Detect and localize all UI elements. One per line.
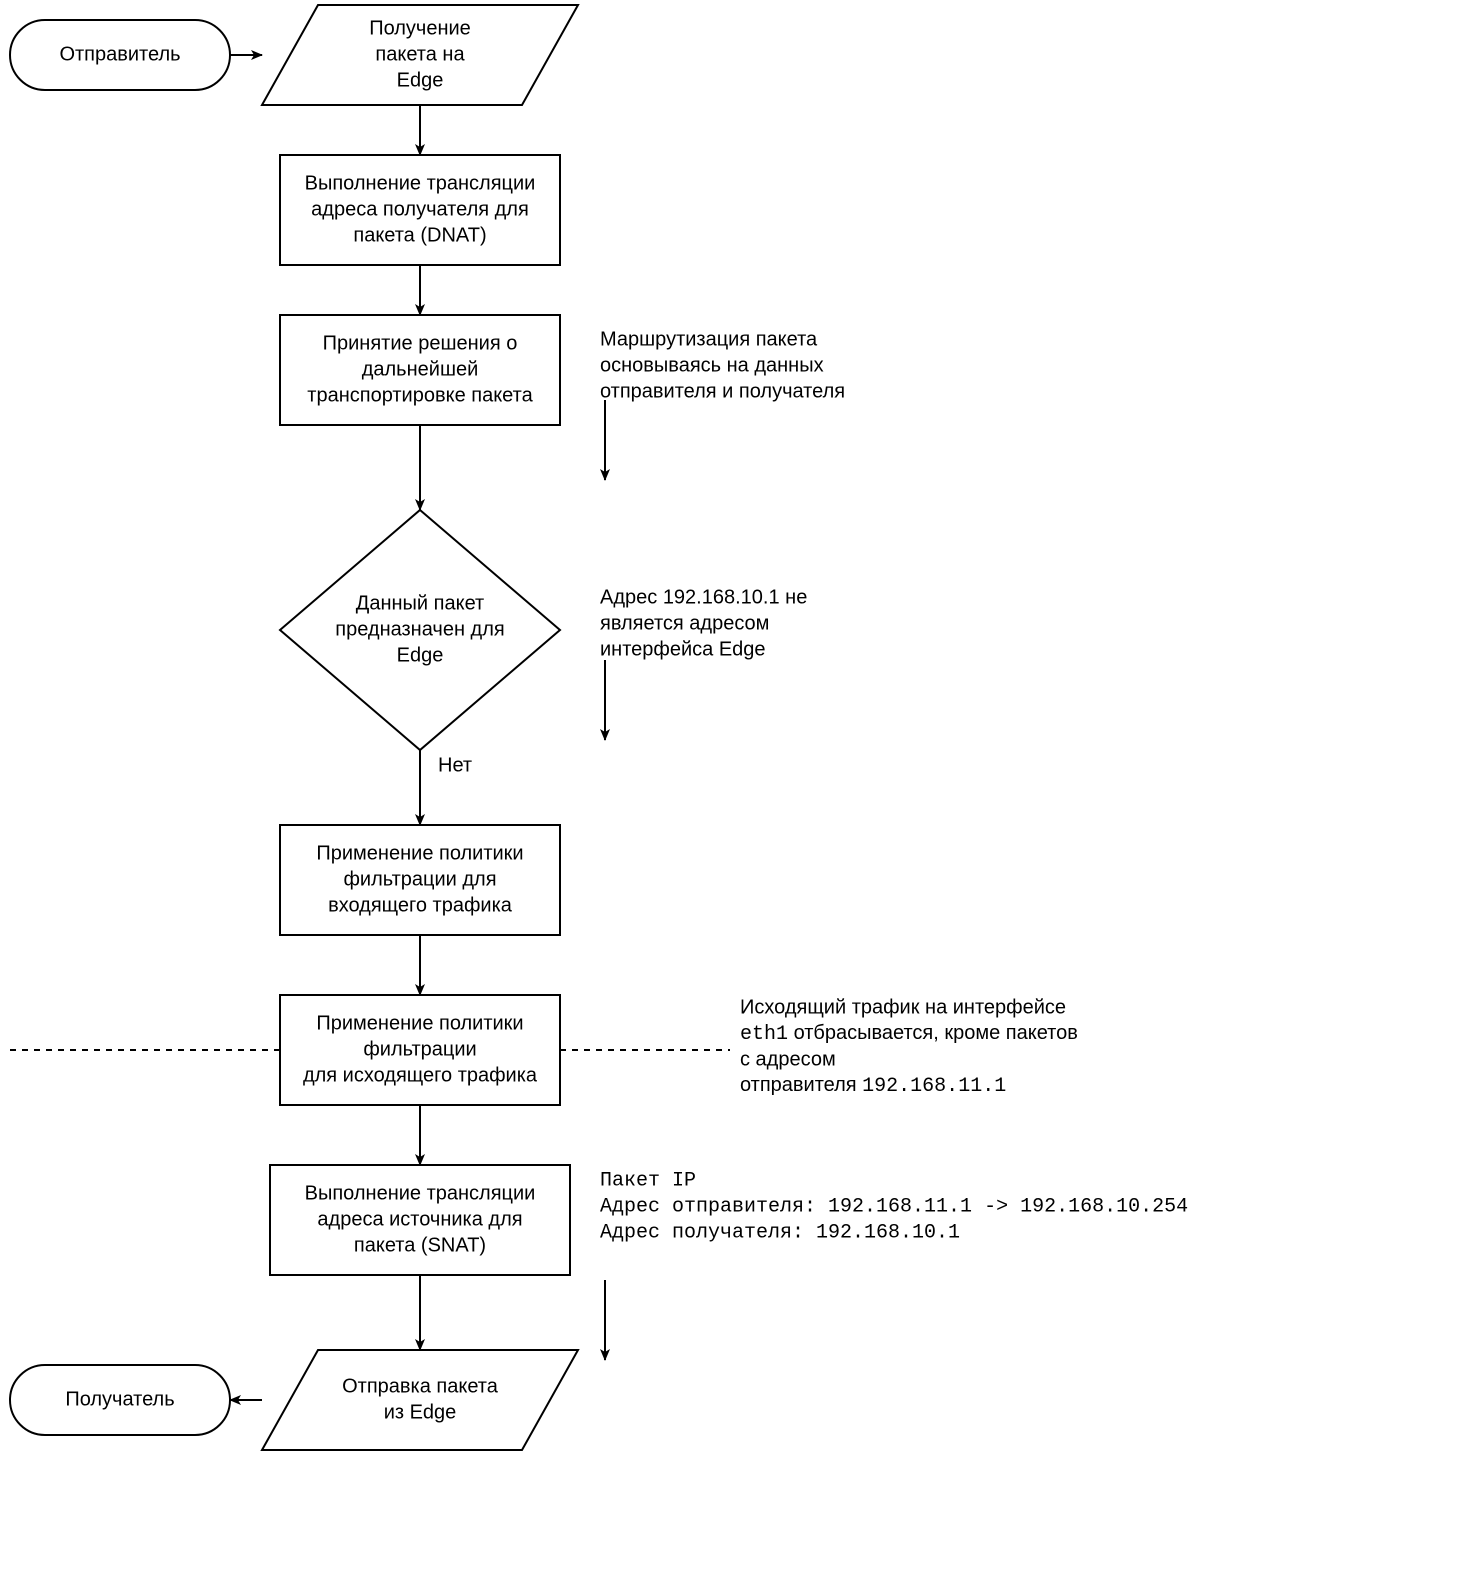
node-route-line1: Принятие решения о [323,332,518,354]
node-decision-line3: Edge [397,644,444,666]
node-snat-line2: адреса источника для [317,1208,522,1230]
node-decision-branch-label: Нет [438,754,472,776]
annotation-a2-line1: является адресом [600,612,769,634]
node-send-line2: из Edge [384,1401,457,1423]
node-receive-line3: Edge [397,69,444,91]
node-receive-line1: Получение [369,17,471,39]
node-receiver: Получатель [10,1365,230,1435]
annotation-a4-line0: Пакет IP [600,1169,696,1192]
annotation-a4-line1: Адрес отправителя: 192.168.11.1 -> 192.1… [600,1195,1188,1218]
annotation-a2-line2: интерфейса Edge [600,638,766,660]
node-filt-out-line3: для исходящего трафика [303,1064,538,1086]
node-receive: Получение пакета на Edge [262,5,578,105]
node-dnat-line1: Выполнение трансляции [305,172,536,194]
node-route-line2: дальнейшей [362,358,479,380]
node-decision: Данный пакет предназначен для Edge Нет [280,510,560,776]
node-filt-in-line2: фильтрации для [343,868,496,890]
annotation-a4-line2: Адрес получателя: 192.168.10.1 [600,1221,960,1244]
node-filt-out-line2: фильтрации [363,1038,476,1060]
node-send-line1: Отправка пакета [342,1375,499,1397]
node-sender: Отправитель [10,20,230,90]
annotation-a1-line2: отправителя и получателя [600,380,845,402]
annotation-a1-line1: основываясь на данных [600,354,824,376]
node-receiver-label: Получатель [65,1388,174,1410]
node-filt-out-line1: Применение политики [316,1012,523,1034]
node-filt-in: Применение политики фильтрации для входя… [280,825,560,935]
annotation-a3: Исходящий трафик на интерфейсе eth1 отбр… [740,996,1078,1098]
node-receive-line2: пакета на [375,43,465,65]
node-filt-in-line1: Применение политики [316,842,523,864]
annotation-a1-line0: Маршрутизация пакета [600,328,818,350]
annotation-a3-line2: с адресом [740,1048,836,1070]
node-snat-line1: Выполнение трансляции [305,1182,536,1204]
annotation-a4: Пакет IP Адрес отправителя: 192.168.11.1… [600,1169,1188,1360]
node-decision-line1: Данный пакет [356,592,484,614]
node-route-line3: транспортировке пакета [307,384,533,406]
node-filt-in-line3: входящего трафика [328,894,513,916]
node-filt-out: Применение политики фильтрации для исход… [280,995,560,1105]
node-dnat: Выполнение трансляции адреса получателя … [280,155,560,265]
node-send-shape [262,1350,578,1450]
node-sender-label: Отправитель [59,43,180,65]
annotation-a1: Маршрутизация пакета основываясь на данн… [600,328,845,480]
annotation-a3-line3: отправителя 192.168.11.1 [740,1074,1006,1098]
annotation-a3-line0: Исходящий трафик на интерфейсе [740,996,1066,1018]
node-send: Отправка пакета из Edge [262,1350,578,1450]
flowchart-canvas: Отправитель Получение пакета на Edge Вып… [0,0,1462,1582]
annotation-a3-line1: eth1 отбрасывается, кроме пакетов [740,1022,1078,1046]
node-dnat-line2: адреса получателя для [311,198,529,220]
node-snat-line3: пакета (SNAT) [354,1234,486,1256]
annotation-a2-line0: Адрес 192.168.10.1 не [600,586,807,608]
node-decision-line2: предназначен для [335,618,504,640]
node-snat: Выполнение трансляции адреса источника д… [270,1165,570,1275]
annotation-a2: Адрес 192.168.10.1 не является адресом и… [600,586,807,740]
node-route: Принятие решения о дальнейшей транспорти… [280,315,560,425]
node-dnat-line3: пакета (DNAT) [353,224,486,246]
